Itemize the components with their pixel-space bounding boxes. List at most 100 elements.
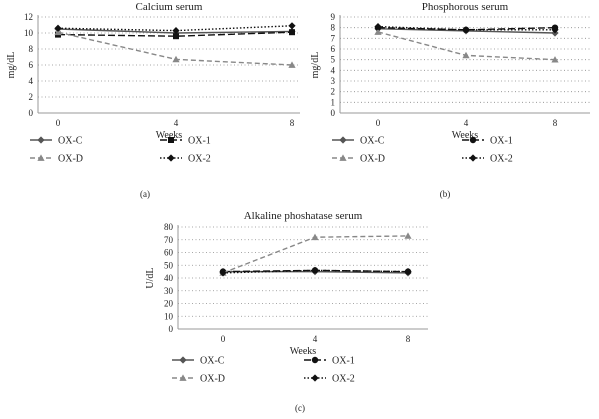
- chart-title: Alkaline phoshatase serum: [244, 210, 363, 222]
- legend-marker: [311, 374, 319, 382]
- legend-item: OX-C: [30, 136, 83, 147]
- legend-marker: [339, 154, 347, 161]
- x-axis-label: Weeks: [156, 130, 183, 141]
- y-tick-label: 10: [164, 311, 174, 321]
- legend-item: OX-C: [172, 356, 225, 367]
- data-point: [173, 33, 179, 40]
- panel-label: (c): [295, 403, 305, 413]
- y-tick-label: 7: [331, 33, 336, 43]
- y-tick-label: 0: [331, 108, 336, 118]
- legend-marker: [167, 154, 175, 162]
- y-axis-label: mg/dL: [6, 52, 17, 79]
- legend-label: OX-1: [188, 136, 211, 147]
- data-point: [404, 268, 412, 276]
- y-tick-label: 2: [331, 87, 336, 97]
- legend-marker: [37, 154, 45, 161]
- x-axis-label: Weeks: [290, 346, 317, 357]
- legend-marker: [179, 374, 187, 381]
- y-tick-label: 8: [29, 44, 34, 54]
- data-point: [288, 22, 296, 30]
- legend-label: OX-C: [58, 136, 83, 147]
- panel-label: (b): [440, 189, 451, 199]
- legend-item: OX-1: [304, 356, 355, 367]
- legend: OX-C OX-1 OX-D OX-2: [332, 136, 513, 165]
- y-tick-label: 0: [169, 324, 174, 334]
- legend-label: OX-2: [188, 154, 211, 165]
- legend-marker: [179, 356, 187, 364]
- y-axis-label: U/dL: [145, 267, 156, 288]
- y-tick-label: 10: [24, 28, 34, 38]
- series-ox-2: [219, 266, 412, 277]
- x-tick-label: 4: [174, 118, 179, 128]
- y-tick-label: 50: [164, 260, 174, 270]
- x-tick-label: 8: [553, 118, 558, 128]
- data-point: [462, 26, 470, 34]
- legend-item: OX-2: [160, 154, 211, 165]
- data-point: [311, 266, 319, 274]
- legend-item: OX-2: [462, 154, 513, 165]
- legend-item: OX-1: [160, 136, 211, 147]
- y-tick-label: 80: [164, 222, 174, 232]
- y-tick-label: 1: [331, 97, 336, 107]
- data-point: [404, 232, 412, 239]
- data-point: [462, 51, 470, 59]
- y-tick-label: 4: [29, 76, 34, 86]
- legend-label: OX-1: [332, 356, 355, 367]
- x-tick-label: 4: [464, 118, 469, 128]
- x-tick-label: 0: [56, 118, 61, 128]
- legend-label: OX-D: [200, 374, 225, 385]
- legend: OX-C OX-1 OX-D OX-2: [172, 356, 355, 385]
- data-point: [288, 61, 296, 68]
- legend-item: OX-2: [304, 374, 355, 385]
- y-tick-label: 8: [331, 23, 336, 33]
- y-tick-label: 0: [29, 108, 34, 118]
- x-axis-label: Weeks: [452, 130, 479, 141]
- chart-panel-c: Alkaline phoshatase serum010203040506070…: [145, 210, 428, 413]
- y-tick-label: 6: [331, 44, 336, 54]
- legend-marker: [311, 356, 319, 364]
- legend-item: OX-1: [462, 136, 513, 147]
- legend-item: OX-D: [172, 374, 225, 385]
- y-tick-label: 20: [164, 299, 174, 309]
- legend-label: OX-2: [332, 374, 355, 385]
- y-axis-label: mg/dL: [310, 52, 321, 79]
- data-point: [172, 27, 180, 35]
- data-point: [172, 55, 180, 63]
- series-ox-d: [54, 28, 296, 68]
- y-tick-label: 4: [331, 65, 336, 75]
- legend-item: OX-D: [30, 154, 83, 165]
- y-tick-label: 9: [331, 12, 336, 22]
- x-tick-label: 8: [406, 334, 411, 344]
- y-tick-label: 60: [164, 248, 174, 258]
- data-point: [54, 24, 62, 32]
- series-ox-2: [54, 22, 296, 35]
- data-point: [289, 29, 295, 36]
- data-point: [311, 233, 319, 241]
- legend-marker: [469, 154, 477, 162]
- panel-label: (a): [140, 189, 150, 199]
- legend-label: OX-D: [58, 154, 83, 165]
- data-point: [54, 28, 62, 36]
- chart-title: Calcium serum: [136, 1, 203, 13]
- legend-item: OX-D: [332, 154, 385, 165]
- x-tick-label: 0: [376, 118, 381, 128]
- y-tick-label: 40: [164, 273, 174, 283]
- legend-marker: [168, 137, 174, 143]
- y-tick-label: 2: [29, 92, 34, 102]
- y-tick-label: 30: [164, 286, 174, 296]
- y-tick-label: 3: [331, 76, 336, 86]
- y-tick-label: 70: [164, 235, 174, 245]
- y-tick-label: 12: [24, 12, 33, 22]
- series-line: [57, 31, 293, 37]
- legend-marker: [339, 136, 347, 144]
- legend-marker: [37, 136, 45, 144]
- x-tick-label: 0: [221, 334, 226, 344]
- y-tick-label: 5: [331, 55, 336, 65]
- x-tick-label: 4: [313, 334, 318, 344]
- legend-label: OX-C: [200, 356, 225, 367]
- series-ox-2: [374, 23, 559, 34]
- data-point: [374, 23, 382, 31]
- data-point: [551, 56, 559, 63]
- legend-label: OX-1: [490, 136, 513, 147]
